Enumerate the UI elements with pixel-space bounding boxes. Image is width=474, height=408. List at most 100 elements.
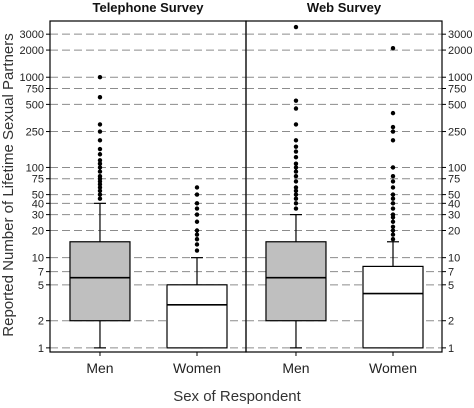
- y-tick-label-left-16: 3000: [20, 29, 44, 41]
- y-tick-label-right-8: 50: [448, 190, 460, 202]
- y-tick-label-right-13: 750: [448, 83, 466, 95]
- outlier-p1-women-19: [390, 237, 396, 242]
- outlier-p0-women-2: [194, 201, 200, 206]
- y-tick-label-right-3: 7: [448, 267, 454, 279]
- outlier-p1-men-5: [293, 144, 299, 149]
- y-tick-label-left-3: 7: [38, 267, 44, 279]
- outlier-p1-women-12: [390, 206, 396, 211]
- outlier-p0-women-1: [194, 192, 200, 197]
- outlier-p0-women-4: [194, 212, 200, 217]
- box-p0-women: [166, 284, 228, 349]
- outlier-p1-men-9: [293, 165, 299, 170]
- y-tick-label-left-10: 100: [26, 162, 44, 174]
- y-tick-label-left-13: 750: [26, 83, 44, 95]
- outlier-p1-men-11: [293, 173, 299, 179]
- outlier-p0-men-6: [97, 152, 103, 157]
- outlier-p0-men-5: [97, 146, 103, 152]
- y-tick-label-left-7: 40: [32, 198, 44, 210]
- outlier-p1-women-16: [390, 224, 396, 229]
- outlier-p1-women-3: [390, 129, 396, 134]
- outlier-p1-women-6: [390, 173, 396, 179]
- outlier-p1-men-15: [293, 192, 299, 197]
- outlier-p1-women-4: [390, 138, 396, 143]
- outlier-p0-women-7: [194, 232, 200, 237]
- y-tick-label-left-2: 5: [38, 280, 44, 292]
- outlier-p1-women-17: [390, 228, 396, 233]
- y-tick-label-left-15: 2000: [20, 45, 44, 57]
- outlier-p1-men-16: [293, 196, 299, 201]
- outlier-p0-men-16: [97, 188, 103, 194]
- outlier-p1-women-18: [390, 232, 396, 237]
- outlier-p1-men-2: [293, 106, 299, 111]
- outlier-p1-women-9: [390, 192, 396, 197]
- outlier-p1-women-1: [390, 110, 396, 116]
- y-tick-label-right-4: 10: [448, 253, 460, 265]
- y-tick-label-left-0: 1: [38, 343, 44, 355]
- y-tick-label-left-6: 30: [32, 210, 44, 222]
- outlier-p1-women-11: [390, 201, 396, 206]
- x-axis-title: Sex of Respondent: [173, 388, 301, 405]
- outlier-p0-men-8: [97, 161, 103, 166]
- outlier-p0-women-5: [194, 219, 200, 224]
- outlier-p0-men-10: [97, 169, 103, 174]
- outlier-p1-women-15: [390, 219, 396, 224]
- outlier-p1-men-8: [293, 161, 299, 166]
- outlier-p0-men-3: [97, 129, 103, 134]
- outlier-p1-women-14: [390, 215, 396, 220]
- outlier-p1-men-1: [293, 98, 299, 103]
- y-tick-label-left-4: 10: [32, 253, 44, 265]
- y-tick-label-left-1: 2: [38, 316, 44, 328]
- outlier-p1-women-8: [390, 185, 396, 190]
- box-p0-men: [69, 241, 131, 322]
- y-tick-label-right-10: 100: [448, 162, 466, 174]
- outlier-p1-women-2: [390, 124, 396, 130]
- y-tick-label-right-7: 40: [448, 198, 460, 210]
- y-tick-label-right-5: 20: [448, 225, 460, 237]
- y-tick-label-right-9: 75: [448, 174, 460, 186]
- outlier-p0-men-9: [97, 165, 103, 170]
- outlier-p1-men-4: [293, 138, 299, 143]
- y-tick-label-left-5: 20: [32, 225, 44, 237]
- outlier-p0-women-8: [194, 237, 200, 242]
- panel-title-1: Web Survey: [307, 0, 382, 15]
- y-tick-label-right-16: 3000: [448, 29, 472, 41]
- outlier-p0-men-2: [97, 122, 103, 127]
- x-tick-label-p0-women: Women: [173, 360, 221, 376]
- outlier-p0-women-9: [194, 242, 200, 247]
- y-tick-label-right-0: 1: [448, 343, 454, 355]
- y-tick-label-left-14: 1000: [20, 72, 44, 84]
- y-tick-label-right-6: 30: [448, 210, 460, 222]
- y-tick-label-right-12: 500: [448, 99, 466, 111]
- outlier-p0-men-18: [97, 196, 103, 201]
- outlier-p0-men-0: [97, 75, 103, 80]
- outlier-p1-men-13: [293, 185, 299, 190]
- box-p1-women: [362, 265, 424, 349]
- box-p1-men: [265, 241, 327, 322]
- outlier-p0-men-17: [97, 192, 103, 197]
- outlier-p1-men-18: [293, 206, 299, 211]
- y-tick-label-left-8: 50: [32, 190, 44, 202]
- outlier-p0-women-3: [194, 206, 200, 211]
- y-tick-label-right-1: 2: [448, 316, 454, 328]
- y-tick-label-right-14: 1000: [448, 72, 472, 84]
- outlier-p1-men-10: [293, 169, 299, 174]
- outlier-p0-men-14: [97, 182, 103, 187]
- outlier-p1-women-0: [390, 45, 396, 51]
- y-tick-label-left-9: 75: [32, 174, 44, 186]
- outlier-p1-women-5: [390, 165, 396, 170]
- outlier-p1-women-7: [390, 179, 396, 184]
- outlier-p0-men-7: [97, 158, 103, 163]
- outlier-p0-women-6: [194, 228, 200, 233]
- outlier-p0-women-0: [194, 185, 200, 190]
- outlier-p1-men-14: [293, 188, 299, 194]
- outlier-p1-men-0: [293, 24, 299, 30]
- y-tick-label-right-11: 250: [448, 127, 466, 139]
- y-tick-label-right-15: 2000: [448, 45, 472, 57]
- outlier-p0-women-10: [194, 248, 200, 253]
- outlier-p1-women-10: [390, 196, 396, 201]
- outlier-p0-men-1: [97, 95, 103, 100]
- y-tick-label-right-2: 5: [448, 280, 454, 292]
- x-tick-label-p0-men: Men: [86, 360, 113, 376]
- plot-layer: Telephone Survey Men Women Web Survey Men Wom…: [20, 0, 473, 376]
